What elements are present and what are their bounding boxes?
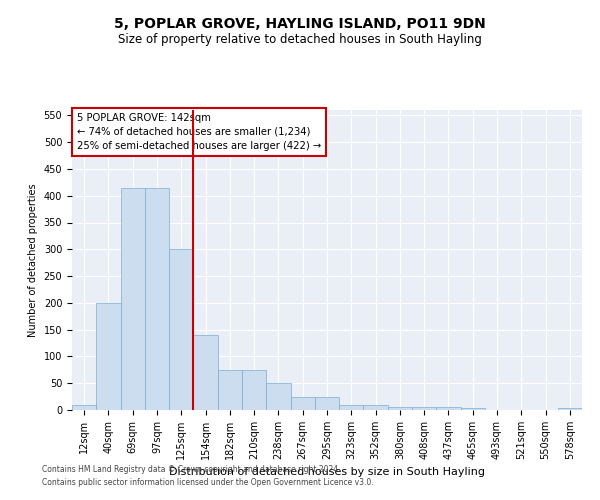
Bar — [461, 408, 485, 410]
Bar — [364, 404, 388, 410]
Bar — [388, 408, 412, 410]
Text: Size of property relative to detached houses in South Hayling: Size of property relative to detached ho… — [118, 32, 482, 46]
Bar — [145, 188, 169, 410]
Bar — [242, 370, 266, 410]
Bar — [436, 408, 461, 410]
Text: Contains HM Land Registry data © Crown copyright and database right 2024.: Contains HM Land Registry data © Crown c… — [42, 466, 341, 474]
Bar — [72, 404, 96, 410]
Bar — [558, 408, 582, 410]
Text: Contains public sector information licensed under the Open Government Licence v3: Contains public sector information licen… — [42, 478, 374, 487]
Y-axis label: Number of detached properties: Number of detached properties — [28, 183, 38, 337]
Bar — [266, 383, 290, 410]
X-axis label: Distribution of detached houses by size in South Hayling: Distribution of detached houses by size … — [169, 468, 485, 477]
Text: 5, POPLAR GROVE, HAYLING ISLAND, PO11 9DN: 5, POPLAR GROVE, HAYLING ISLAND, PO11 9D… — [114, 18, 486, 32]
Bar — [193, 335, 218, 410]
Bar — [121, 188, 145, 410]
Bar — [290, 396, 315, 410]
Text: 5 POPLAR GROVE: 142sqm
← 74% of detached houses are smaller (1,234)
25% of semi-: 5 POPLAR GROVE: 142sqm ← 74% of detached… — [77, 113, 322, 151]
Bar — [339, 404, 364, 410]
Bar — [96, 303, 121, 410]
Bar — [315, 396, 339, 410]
Bar — [412, 408, 436, 410]
Bar — [169, 250, 193, 410]
Bar — [218, 370, 242, 410]
